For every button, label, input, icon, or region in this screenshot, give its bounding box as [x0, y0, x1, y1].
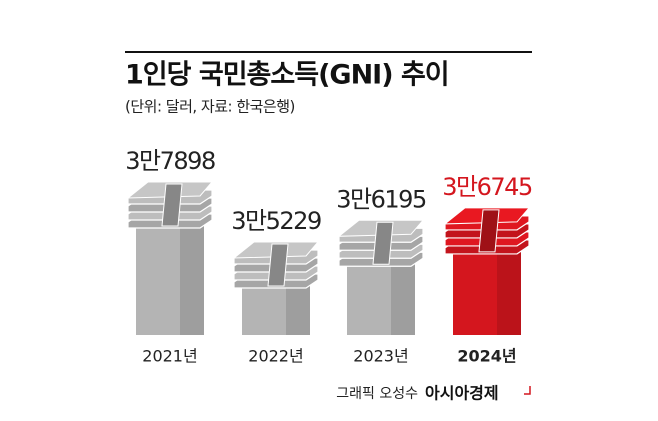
- x-tick-label: 2021년: [142, 347, 197, 366]
- credit: 그래픽 오성수: [336, 386, 418, 402]
- money-strap: [267, 243, 289, 287]
- bar-shade: [180, 222, 204, 335]
- x-tick-label: 2022년: [248, 347, 303, 366]
- value-label: 3만7898: [125, 147, 215, 175]
- chart-subtitle: (단위: 달러, 자료: 한국은행): [125, 98, 295, 116]
- value-label: 3만6745: [442, 173, 532, 201]
- x-tick-label: 2024년: [457, 347, 516, 366]
- value-label: 3만6195: [336, 185, 426, 213]
- x-tick-label: 2023년: [353, 347, 408, 366]
- source: 아시아경제: [425, 384, 499, 403]
- bar-shade: [286, 282, 310, 335]
- bar-shade: [497, 247, 521, 335]
- money-strap: [478, 209, 500, 253]
- money-strap: [372, 221, 394, 265]
- bar-shade: [391, 260, 415, 335]
- value-label: 3만5229: [231, 207, 321, 235]
- money-strap: [161, 183, 183, 227]
- chart-title: 1인당 국민총소득(GNI) 추이: [125, 60, 449, 91]
- source-mark: [524, 386, 531, 395]
